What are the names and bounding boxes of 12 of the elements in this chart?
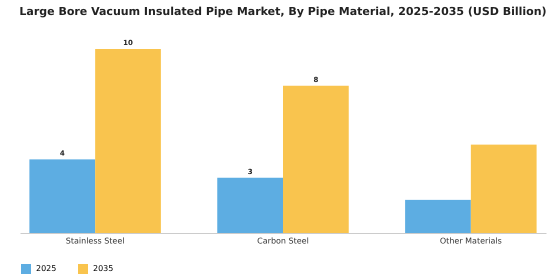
bar bbox=[217, 178, 283, 233]
legend-label: 2025 bbox=[36, 264, 56, 273]
x-tick-label: Stainless Steel bbox=[66, 236, 124, 246]
bar bbox=[283, 86, 349, 233]
x-tick-label: Carbon Steel bbox=[257, 236, 309, 246]
legend-label: 2035 bbox=[93, 264, 114, 273]
bar bbox=[29, 159, 96, 233]
bar bbox=[405, 200, 471, 233]
chart-title: Large Bore Vacuum Insulated Pipe Market, By Pipe Material, 2025-2035 (USD Billion) bbox=[19, 5, 547, 18]
bar bbox=[95, 49, 161, 233]
x-tick-label: Other Materials bbox=[440, 236, 502, 246]
bar bbox=[470, 144, 537, 233]
